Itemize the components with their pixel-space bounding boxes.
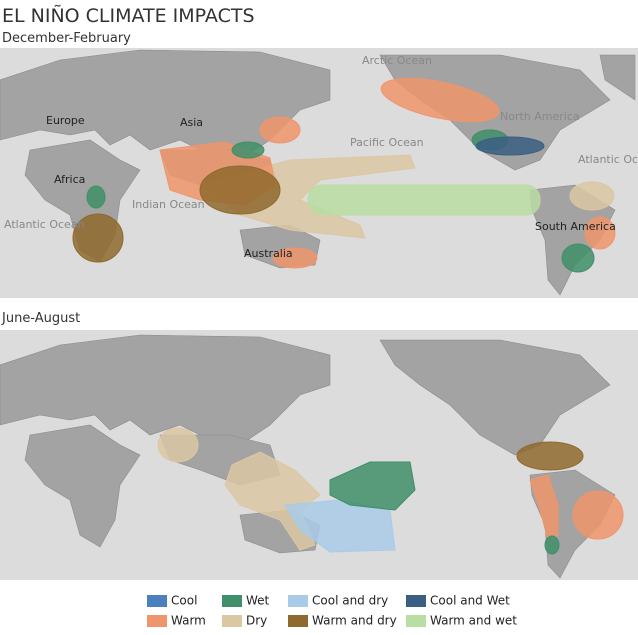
map-label: Asia xyxy=(180,116,203,129)
region xyxy=(224,451,321,551)
region xyxy=(561,243,595,273)
region xyxy=(86,185,106,209)
legend-swatch xyxy=(288,615,308,627)
region xyxy=(199,165,281,215)
legend-label: Warm and dry xyxy=(312,614,397,628)
region xyxy=(329,461,416,511)
legend-swatch xyxy=(147,615,167,627)
legend-label: Cool and dry xyxy=(312,594,388,608)
region xyxy=(516,441,584,471)
region xyxy=(307,184,541,216)
legend-swatch xyxy=(222,595,242,607)
map-label: Atlantic Ocean xyxy=(4,218,85,231)
region xyxy=(231,141,265,159)
legend-label: Cool xyxy=(171,594,197,608)
map-label: Arctic Ocean xyxy=(362,54,432,67)
map-jun-aug xyxy=(0,330,638,580)
legend-label: Warm xyxy=(171,614,206,628)
region xyxy=(569,181,615,211)
region xyxy=(572,490,624,540)
map-label: Australia xyxy=(244,247,293,260)
region xyxy=(72,213,124,263)
legend-label: Warm and wet xyxy=(430,614,517,628)
map-label: Pacific Ocean xyxy=(350,136,424,149)
legend-swatch xyxy=(147,595,167,607)
map-label: South America xyxy=(535,220,616,233)
legend-swatch xyxy=(288,595,308,607)
region xyxy=(544,535,560,555)
region xyxy=(380,77,500,123)
legend-label: Cool and Wet xyxy=(430,594,510,608)
region xyxy=(584,216,616,250)
region xyxy=(529,474,559,541)
map-label: Europe xyxy=(46,114,85,127)
region xyxy=(475,136,545,156)
map-label: Africa xyxy=(54,173,85,186)
title: EL NIÑO CLIMATE IMPACTS xyxy=(2,4,255,27)
map-label: Indian Ocean xyxy=(132,198,205,211)
legend-swatch xyxy=(222,615,242,627)
map-label: North America xyxy=(500,110,580,123)
panel-title: December-February xyxy=(2,31,131,46)
legend-swatch xyxy=(406,595,426,607)
legend-swatch xyxy=(406,615,426,627)
region xyxy=(259,116,301,144)
region xyxy=(157,427,199,463)
map-dec-feb: Arctic Ocean Europe Asia Pacific Ocean N… xyxy=(0,48,638,298)
legend-label: Wet xyxy=(246,594,270,608)
panel-title: June-August xyxy=(1,311,80,326)
map-label: Atlantic Ocean xyxy=(578,153,638,166)
legend: Cool Warm Wet Dry Cool and dry Warm and dry Co… xyxy=(147,594,517,628)
region xyxy=(272,247,318,269)
legend-label: Dry xyxy=(246,614,267,628)
